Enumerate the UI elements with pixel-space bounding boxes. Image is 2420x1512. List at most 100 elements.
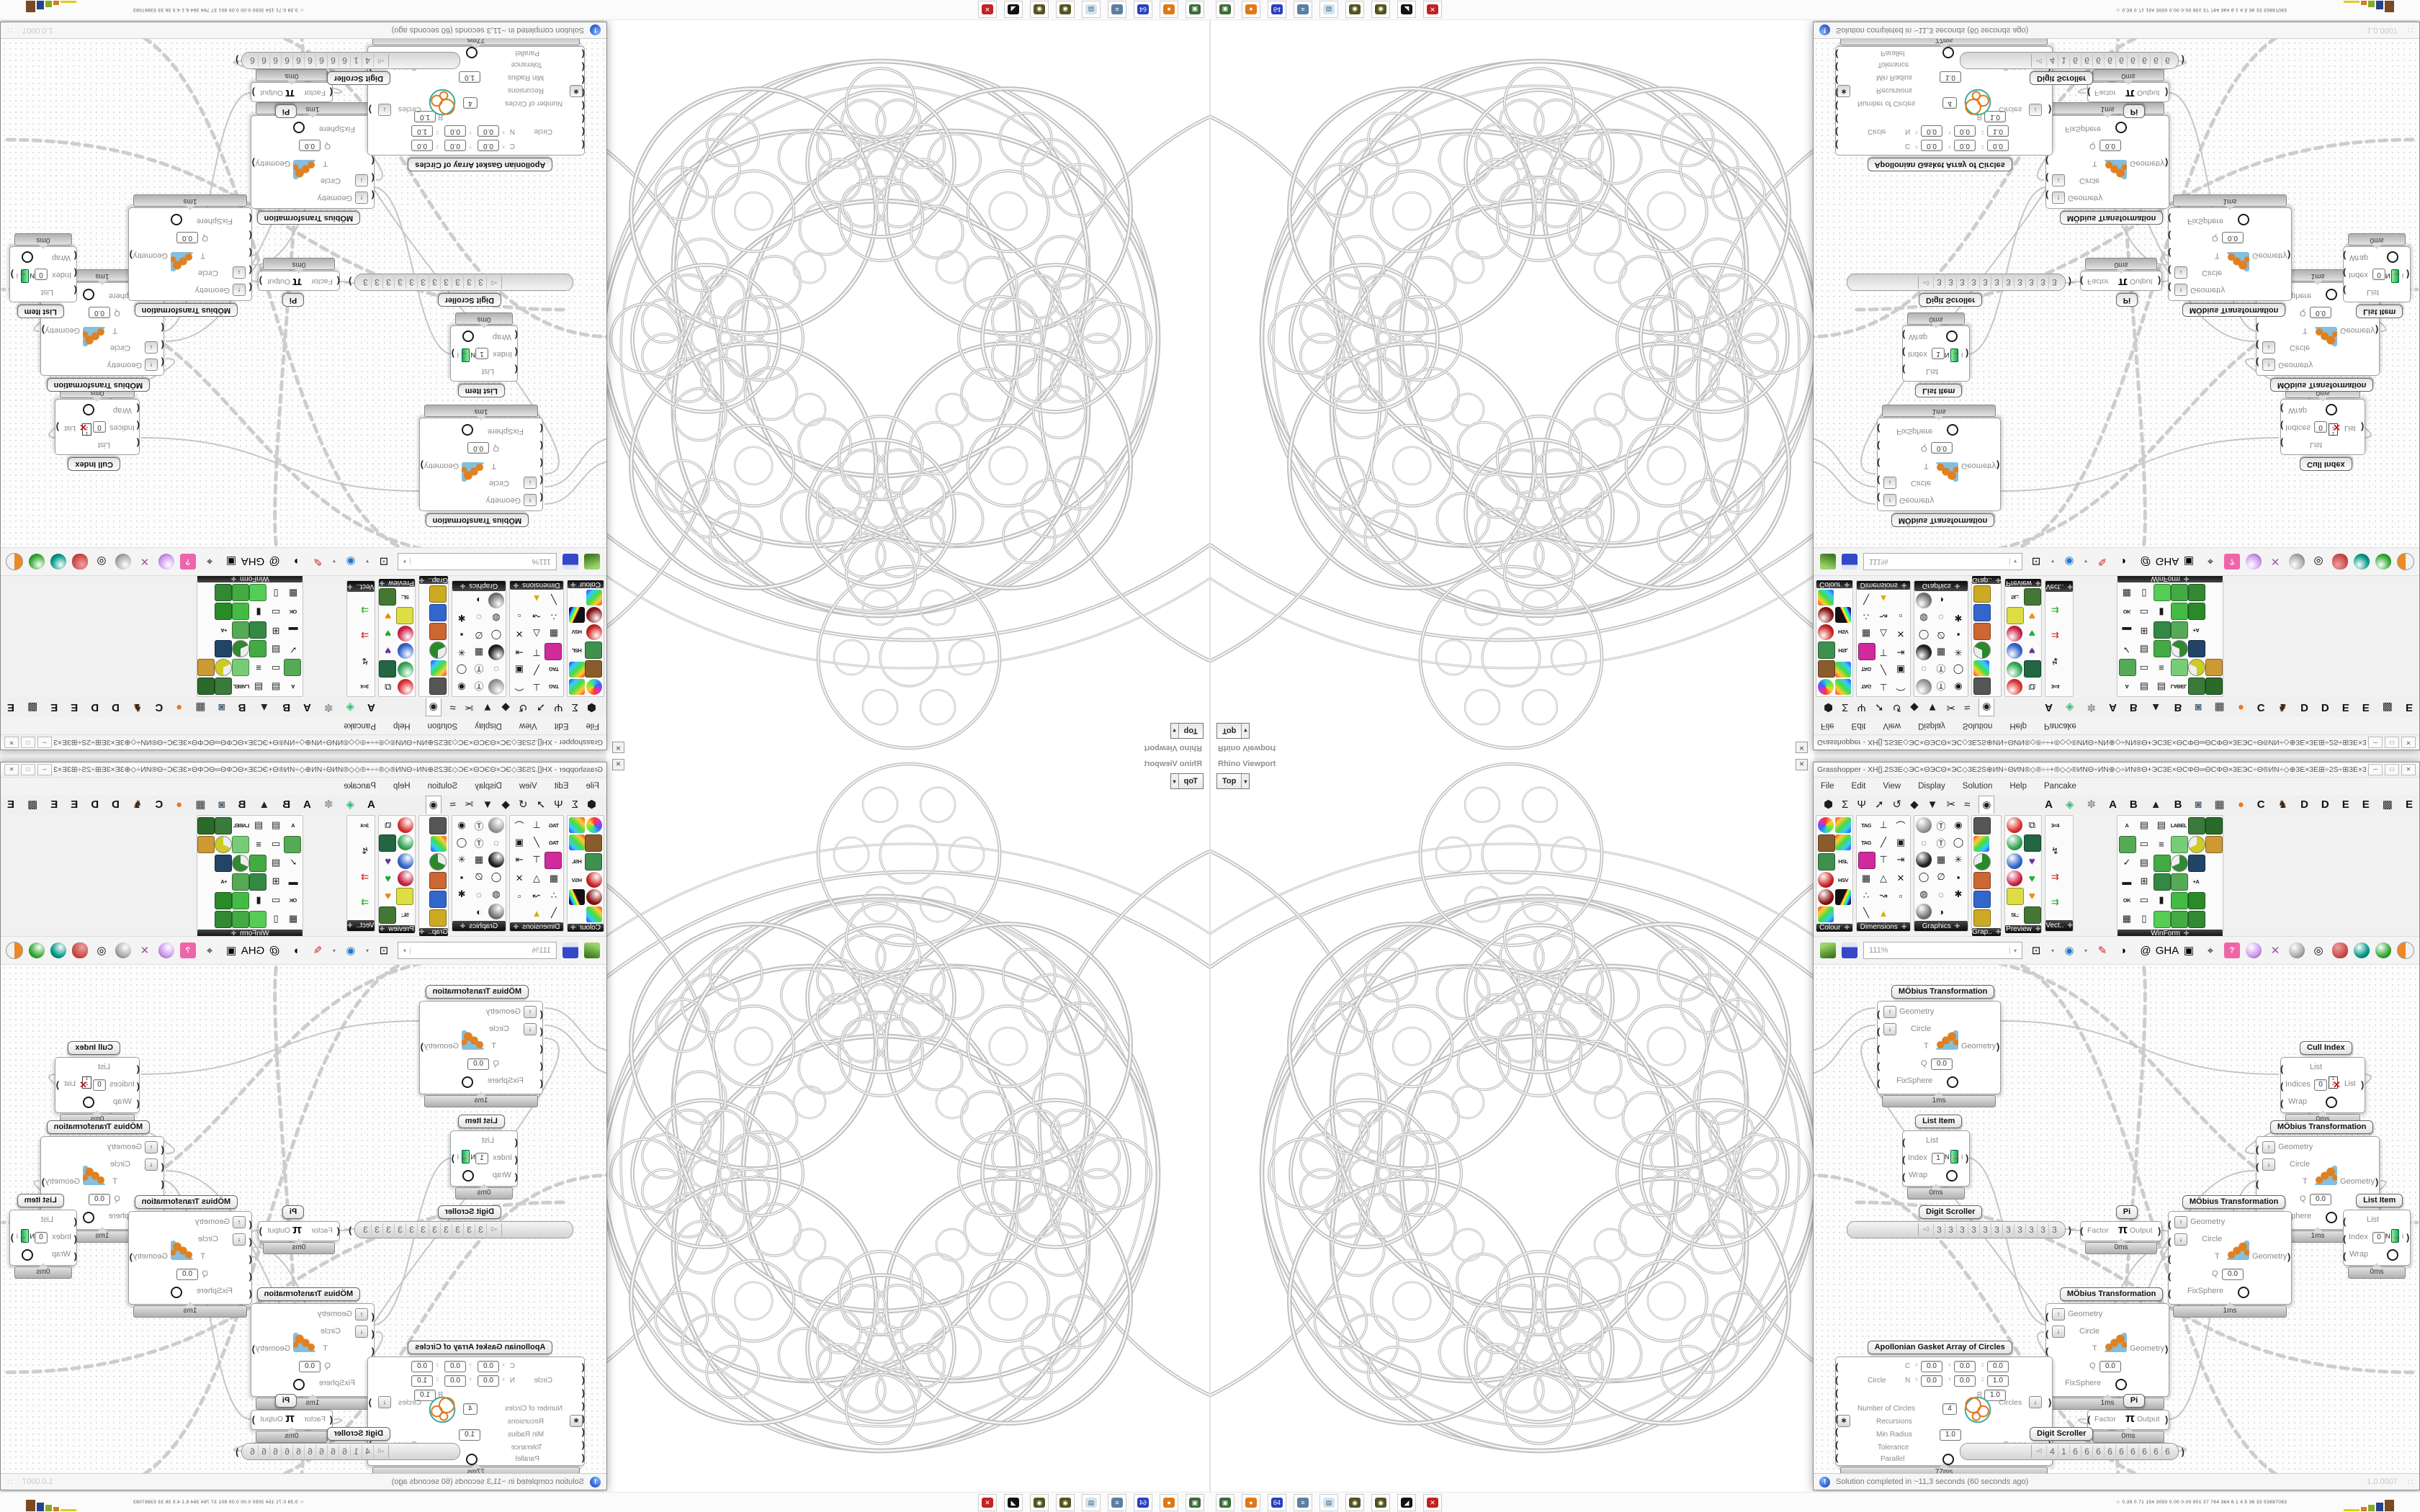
ribbon-icon[interactable]: ▣ bbox=[1896, 837, 1906, 847]
ribbon-icon[interactable] bbox=[431, 836, 447, 852]
ribbon-icon[interactable] bbox=[2187, 855, 2205, 872]
param-button[interactable]: ↑ bbox=[145, 359, 158, 371]
tab-plugin-3[interactable]: A bbox=[2109, 798, 2117, 811]
input-socket[interactable]: ( bbox=[1902, 330, 1906, 341]
ribbon-icon[interactable]: ▭ bbox=[271, 607, 281, 618]
input-socket[interactable]: ( bbox=[248, 248, 252, 258]
toolbar-icon-14[interactable] bbox=[2246, 554, 2262, 570]
toggle-circle[interactable] bbox=[2326, 1097, 2337, 1108]
digit-cell[interactable]: 6 bbox=[2092, 1445, 2104, 1458]
toggle-circle[interactable] bbox=[2115, 1379, 2127, 1390]
ribbon-icon[interactable] bbox=[488, 593, 504, 608]
input-socket[interactable]: ( bbox=[1902, 1154, 1906, 1165]
input-socket[interactable]: ( bbox=[136, 403, 140, 414]
gh-node-digit-scroller[interactable]: +0 3 3 3 3 3 3 3 3 3 3 3) bbox=[349, 274, 573, 291]
toolbar-icon-8[interactable]: ◗ bbox=[2120, 555, 2128, 568]
minimize-button[interactable]: ─ bbox=[2368, 764, 2383, 775]
ribbon-icon[interactable] bbox=[1818, 607, 1834, 623]
ribbon-icon[interactable] bbox=[2187, 659, 2205, 676]
gh-node-mobius-transformation[interactable]: (((((↑Geometry↓CircleTQ0.0FixSphereGeome… bbox=[2045, 1303, 2169, 1397]
ribbon-icon[interactable]: ▦ bbox=[288, 588, 298, 599]
gh-node-list-item[interactable]: (((List Index 0 N → i) Wrap bbox=[2343, 246, 2411, 302]
input-socket[interactable]: ( bbox=[73, 251, 77, 261]
ribbon-icon[interactable]: ▮ bbox=[2159, 607, 2164, 618]
tab-tool-7[interactable]: ✂ bbox=[464, 701, 474, 714]
menu-item-help[interactable]: Help bbox=[2009, 782, 2027, 791]
toggle-circle[interactable] bbox=[2326, 289, 2337, 300]
ribbon-icon[interactable]: ✕ bbox=[1896, 629, 1905, 639]
menu-item-edit[interactable]: Edit bbox=[1851, 721, 1866, 730]
tab-plugin-1[interactable]: ◈ bbox=[2065, 798, 2074, 811]
ribbon-icon[interactable] bbox=[429, 678, 447, 695]
tab-plugin-9[interactable]: ● bbox=[176, 798, 183, 811]
ribbon-icon[interactable]: ▫ bbox=[1899, 890, 1903, 901]
ribbon-icon[interactable] bbox=[488, 644, 504, 660]
tab-plugin-7[interactable]: ◙ bbox=[218, 798, 225, 811]
ribbon-icon[interactable] bbox=[1973, 642, 1991, 659]
input-socket[interactable]: ( bbox=[1835, 1374, 1839, 1385]
toolbar-icon-7[interactable]: ✎ bbox=[2097, 555, 2107, 567]
digit-cell[interactable]: 6 bbox=[328, 1445, 339, 1458]
ribbon-icon[interactable] bbox=[2170, 836, 2188, 853]
scroller-track[interactable] bbox=[502, 1222, 573, 1238]
ribbon-icon[interactable]: ◯ bbox=[1953, 665, 1964, 675]
digit-cell[interactable]: 3 bbox=[2048, 276, 2060, 289]
ribbon-icon[interactable]: ⧉ bbox=[2028, 682, 2035, 693]
ribbon-icon[interactable]: ◯ bbox=[1918, 630, 1930, 641]
input-socket[interactable]: ( bbox=[514, 1171, 518, 1182]
ribbon-icon[interactable]: ⊤ bbox=[1879, 854, 1888, 865]
toggle-circle[interactable] bbox=[2326, 1212, 2337, 1223]
ribbon-icon[interactable]: ▦ bbox=[1861, 873, 1871, 883]
input-socket[interactable]: ( bbox=[2168, 282, 2172, 293]
param-button[interactable]: ↑ bbox=[233, 1216, 246, 1228]
value-box[interactable]: 0 bbox=[93, 421, 106, 433]
ribbon-icon[interactable]: ◯ bbox=[1953, 837, 1964, 847]
ribbon-icon[interactable]: ╱ bbox=[534, 837, 539, 847]
ribbon-icon[interactable] bbox=[585, 660, 602, 678]
ribbon-icon[interactable]: OK bbox=[289, 608, 297, 616]
value-box[interactable]: 0.0 bbox=[411, 140, 433, 151]
input-socket[interactable]: ( bbox=[248, 1219, 252, 1230]
tab-plugin-5[interactable]: ▲ bbox=[259, 701, 270, 714]
output-socket[interactable]: ) bbox=[2048, 104, 2052, 115]
ribbon-icon[interactable] bbox=[2170, 892, 2188, 909]
ribbon-icon[interactable] bbox=[1858, 643, 1876, 660]
tab-tool-5[interactable]: ◆ bbox=[501, 798, 510, 811]
ribbon-icon[interactable] bbox=[215, 603, 233, 620]
ribbon-icon[interactable]: ⇥ bbox=[1896, 854, 1905, 865]
digit-cell[interactable]: 3 bbox=[464, 1223, 475, 1236]
tab-plugin-2[interactable]: ✽ bbox=[2087, 701, 2097, 714]
tab-plugin-14[interactable]: E bbox=[71, 798, 79, 811]
digit-cell[interactable]: 3 bbox=[2037, 1223, 2048, 1236]
ribbon-icon[interactable] bbox=[1835, 817, 1851, 833]
ribbon-panel-label[interactable]: Vect.. ✚ bbox=[347, 920, 375, 931]
input-socket[interactable]: ( bbox=[539, 423, 543, 434]
tab-tool-2[interactable]: Ψ bbox=[1857, 701, 1866, 714]
input-socket[interactable]: ( bbox=[248, 1254, 252, 1264]
output-socket[interactable]: ) bbox=[2181, 55, 2184, 66]
toolbar-icon-17[interactable]: ◎ bbox=[97, 555, 107, 567]
toolbar-icon-8[interactable]: ◗ bbox=[292, 944, 300, 957]
ribbon-icon[interactable] bbox=[1973, 604, 1991, 621]
ribbon-icon[interactable]: HSL bbox=[572, 858, 582, 865]
ribbon-icon[interactable]: ▯ bbox=[273, 588, 279, 599]
tab-plugin-16[interactable]: ▩ bbox=[2382, 798, 2393, 811]
taskbar-app-icon-5[interactable]: ◉ bbox=[1056, 1, 1075, 18]
input-socket[interactable]: ( bbox=[1835, 127, 1839, 138]
ribbon-icon[interactable]: LABEL bbox=[2170, 683, 2187, 690]
toolbar-icon-13[interactable]: ? bbox=[2224, 554, 2240, 570]
input-socket[interactable]: ( bbox=[336, 276, 340, 287]
scroller-exponent-cell[interactable]: +0 bbox=[1918, 1223, 1933, 1236]
digit-cell[interactable]: 6 bbox=[2138, 1445, 2150, 1458]
input-socket[interactable]: ( bbox=[581, 1387, 585, 1398]
taskbar-app-icon-1[interactable]: ● bbox=[1242, 1, 1260, 18]
ribbon-icon[interactable]: ✱ bbox=[457, 888, 466, 899]
maximize-button[interactable]: □ bbox=[21, 737, 35, 748]
ribbon-icon[interactable]: ⌒ bbox=[1896, 680, 1906, 692]
value-box[interactable]: 1.0 bbox=[1940, 71, 1961, 83]
tab-tool-2[interactable]: Ψ bbox=[1857, 798, 1866, 811]
menu-item-display[interactable]: Display bbox=[1918, 721, 1945, 730]
ribbon-icon[interactable]: ⊤ bbox=[532, 647, 541, 658]
toggle-circle[interactable] bbox=[22, 1249, 33, 1261]
output-socket[interactable]: ) bbox=[10, 1232, 14, 1243]
